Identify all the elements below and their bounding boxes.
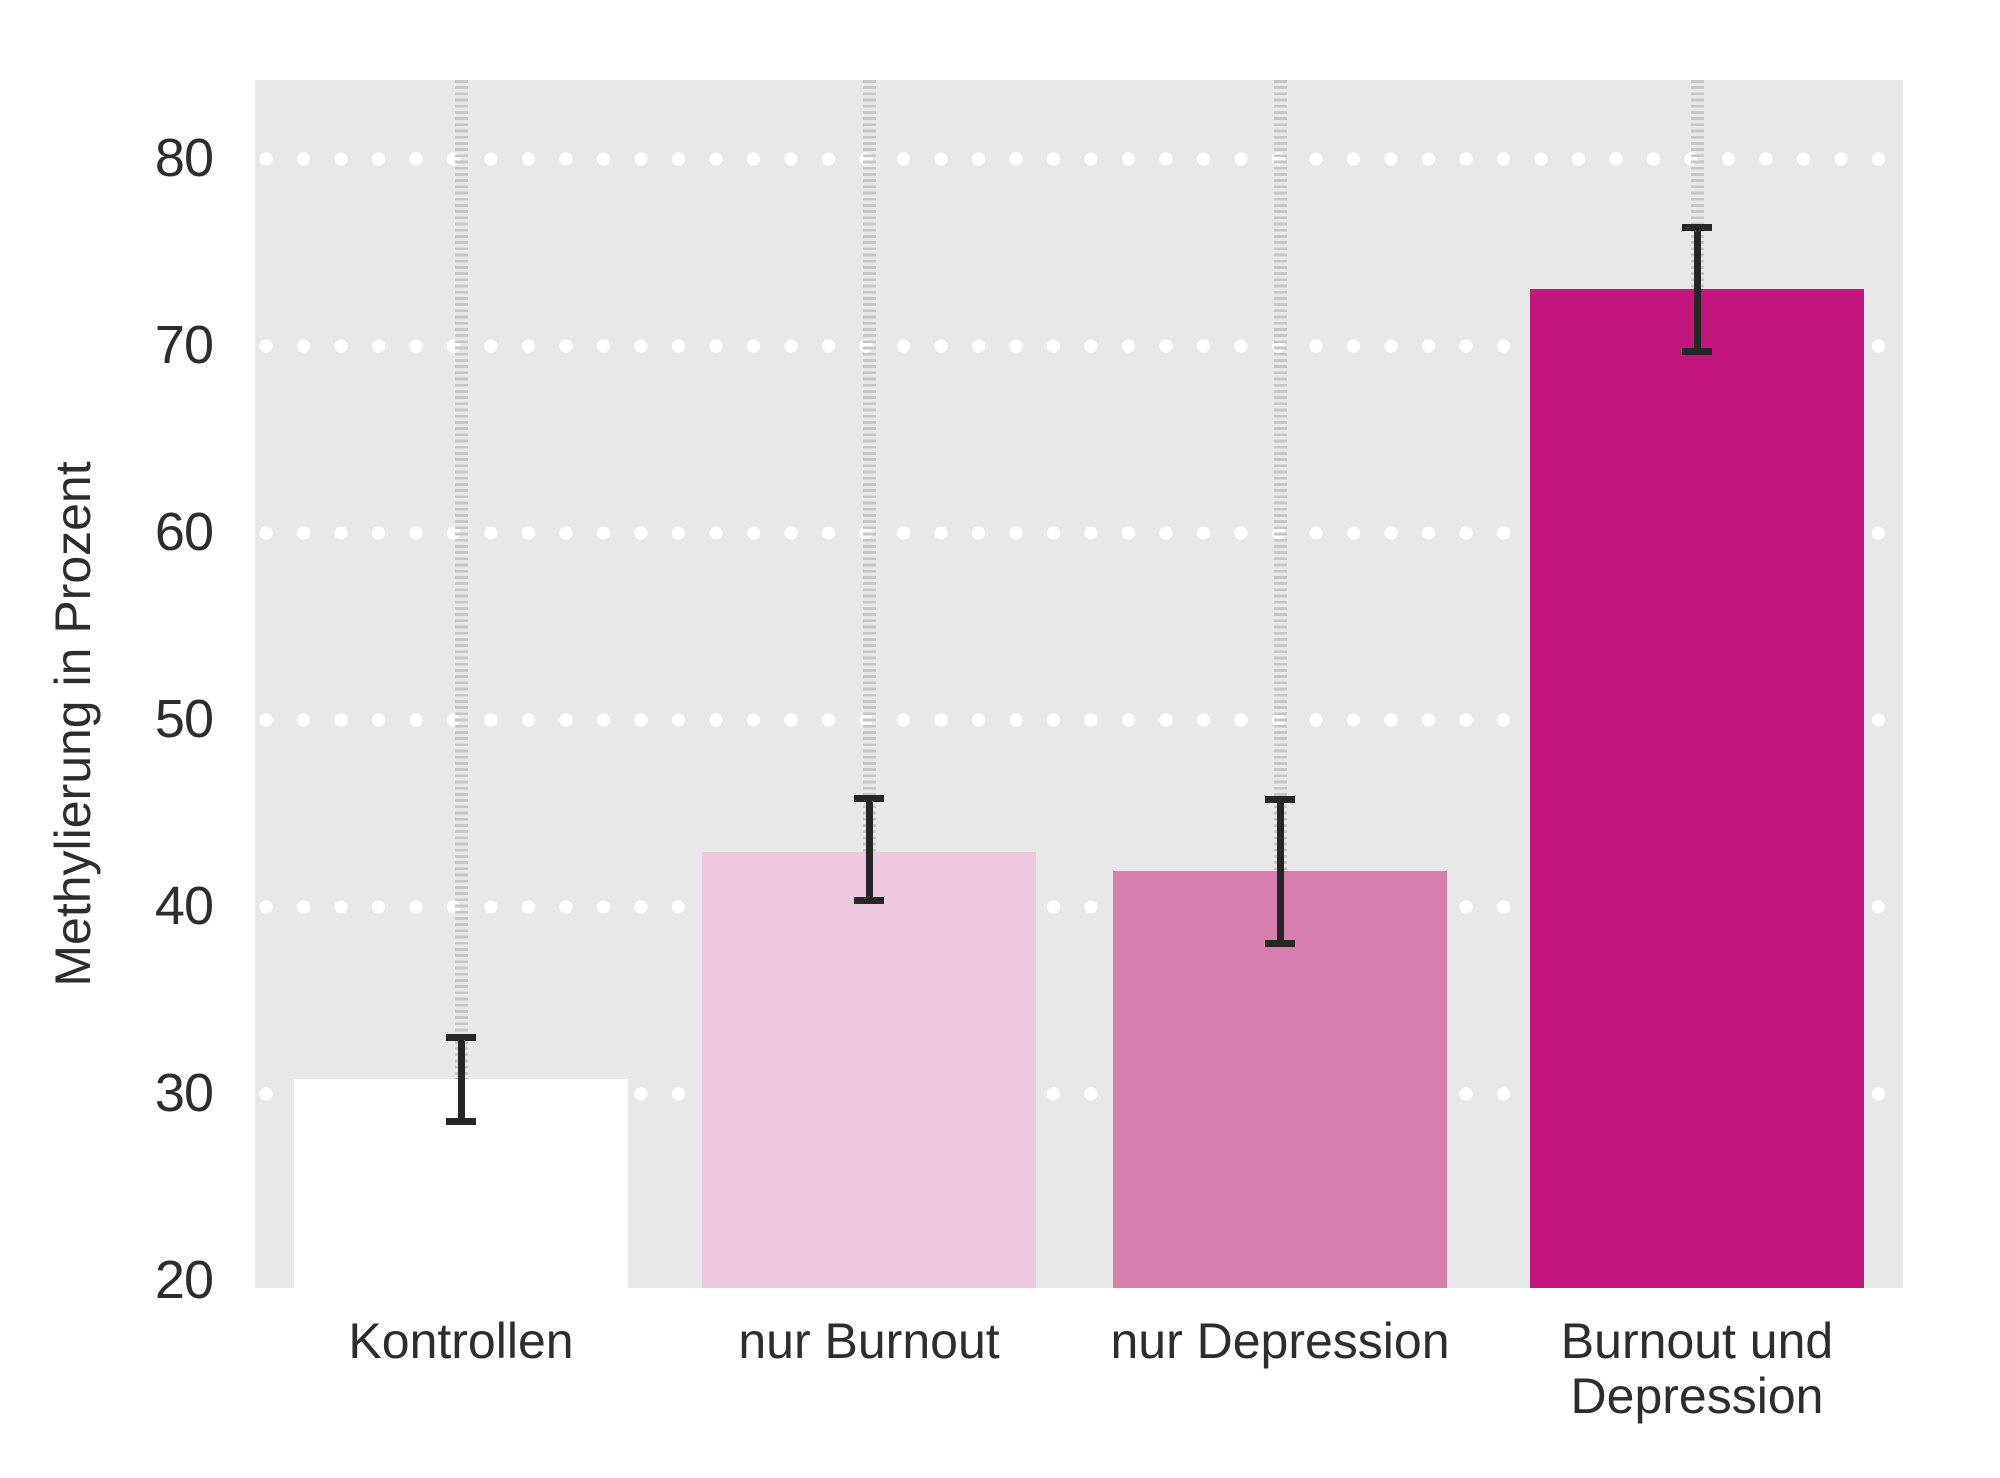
gridline-dots-row-80 — [259, 151, 1899, 166]
bar-nur-burnout — [702, 852, 1036, 1288]
x-category-label-nur-depression: nur Depression — [1110, 1313, 1450, 1369]
errorbar-cap-top-nur-depression — [1265, 796, 1295, 804]
y-tick-label-30: 30 — [154, 1062, 214, 1123]
gridline-dots-row-50 — [259, 712, 1899, 727]
gridline-dots-row-70 — [259, 338, 1899, 353]
guide-ladder-nur-burnout — [862, 80, 876, 853]
gridline-dots-row-40 — [259, 899, 1899, 914]
x-category-label-nur-burnout: nur Burnout — [738, 1313, 1000, 1369]
y-tick-label-50: 50 — [154, 688, 214, 749]
errorbar-line-nur-burnout — [865, 798, 873, 901]
errorbar-cap-bottom-nur-depression — [1265, 940, 1295, 948]
guide-ladder-kontrollen — [454, 80, 468, 1079]
gridline-dots-row-30 — [259, 1086, 1899, 1101]
errorbar-cap-bottom-kontrollen — [446, 1118, 476, 1126]
y-tick-label-70: 70 — [154, 314, 214, 375]
x-category-label-burnout-und-depression: Burnout und Depression — [1560, 1313, 1834, 1424]
y-axis-tick-labels: 80 70 60 50 40 30 20 — [0, 0, 214, 1478]
errorbar-line-burnout-und-depression — [1693, 227, 1701, 352]
errorbar-line-nur-depression — [1276, 799, 1284, 944]
errorbar-cap-top-kontrollen — [446, 1033, 476, 1041]
errorbar-cap-bottom-burnout-und-depression — [1682, 347, 1712, 355]
gridline-dots-row-60 — [259, 525, 1899, 540]
errorbar-line-kontrollen — [457, 1037, 465, 1122]
bar-burnout-und-depression — [1530, 289, 1864, 1288]
y-tick-label-60: 60 — [154, 501, 214, 562]
guide-ladder-nur-depression — [1273, 80, 1287, 871]
errorbar-cap-top-burnout-und-depression — [1682, 224, 1712, 232]
errorbar-cap-bottom-nur-burnout — [854, 897, 884, 905]
y-tick-label-40: 40 — [154, 875, 214, 936]
plot-area — [255, 80, 1903, 1288]
y-tick-label-20: 20 — [154, 1249, 214, 1310]
y-tick-label-80: 80 — [154, 127, 214, 188]
errorbar-cap-top-nur-burnout — [854, 794, 884, 802]
x-category-label-kontrollen: Kontrollen — [348, 1313, 574, 1369]
